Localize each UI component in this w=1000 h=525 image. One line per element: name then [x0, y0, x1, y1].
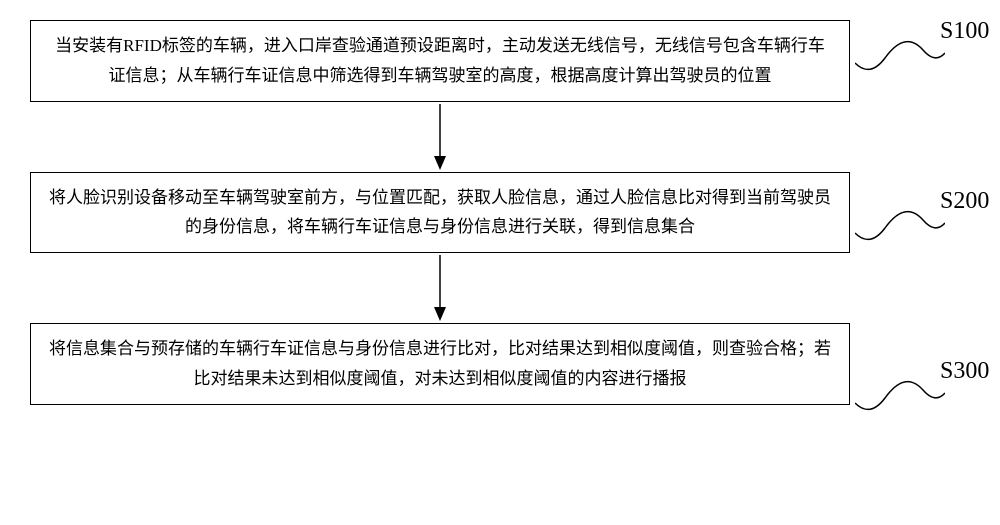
step-label-text: S200 — [940, 188, 989, 214]
step-label: S100 — [940, 18, 989, 45]
flow-step-box: 将信息集合与预存储的车辆行车证信息与身份信息进行比对，比对结果达到相似度阈值，则… — [30, 323, 850, 405]
flow-step-box: 将人脸识别设备移动至车辆驾驶室前方，与位置匹配，获取人脸信息，通过人脸信息比对得… — [30, 172, 850, 254]
step-label: S200 — [940, 188, 989, 215]
wave-connector-icon — [855, 198, 945, 248]
arrow-down — [430, 102, 450, 172]
arrow-down-icon — [430, 102, 450, 172]
arrow-down — [430, 253, 450, 323]
step-label: S300 — [940, 358, 989, 385]
wave-connector-icon — [855, 368, 945, 418]
wave-connector-icon — [855, 28, 945, 78]
arrow-down-icon — [430, 253, 450, 323]
flow-step-text: 当安装有RFID标签的车辆，进入口岸查验通道预设距离时，主动发送无线信号，无线信… — [55, 36, 825, 85]
step-label-text: S300 — [940, 358, 989, 384]
step-label-text: S100 — [940, 18, 989, 44]
flow-step-text: 将人脸识别设备移动至车辆驾驶室前方，与位置匹配，获取人脸信息，通过人脸信息比对得… — [49, 188, 831, 237]
flow-step-box: 当安装有RFID标签的车辆，进入口岸查验通道预设距离时，主动发送无线信号，无线信… — [30, 20, 850, 102]
flow-step-text: 将信息集合与预存储的车辆行车证信息与身份信息进行比对，比对结果达到相似度阈值，则… — [49, 339, 831, 388]
flowchart-container: 当安装有RFID标签的车辆，进入口岸查验通道预设距离时，主动发送无线信号，无线信… — [30, 20, 850, 405]
